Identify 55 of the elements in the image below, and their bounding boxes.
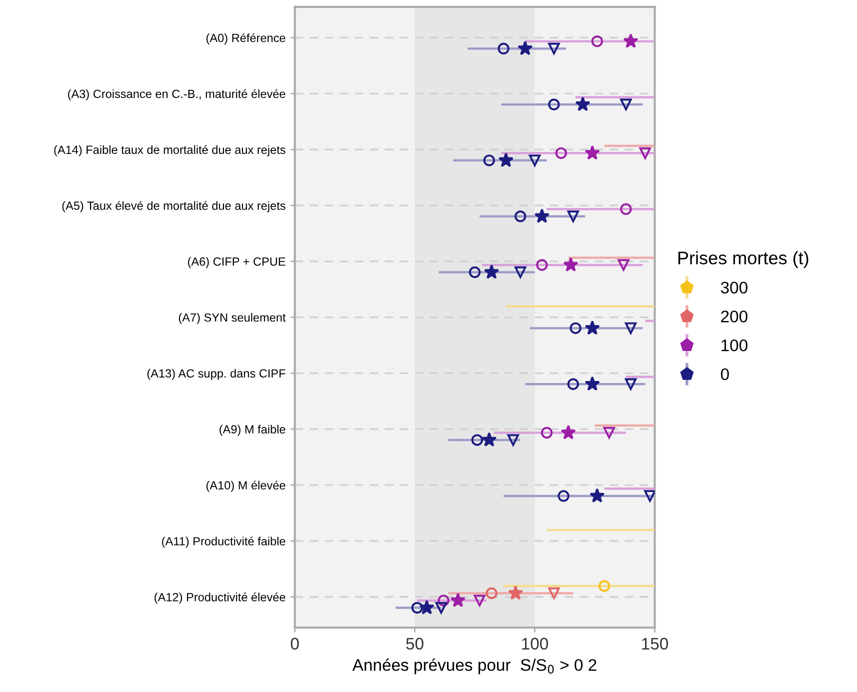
point — [590, 488, 605, 503]
y-tick-label: (A13) AC supp. dans CIPF — [147, 368, 286, 380]
point — [548, 42, 560, 54]
point — [644, 490, 655, 502]
point — [567, 378, 579, 390]
y-tick-label: (A10) M élevée — [206, 480, 286, 492]
point — [468, 266, 481, 278]
y-tick-label: (A0) Référence — [206, 33, 286, 44]
y-tick-label: (A5) Taux élevé de mortalité due aux rejets — [62, 201, 286, 212]
bar — [568, 256, 655, 259]
y-tick-label: (A9) M faible — [220, 424, 286, 436]
point — [534, 208, 550, 223]
legend-label: 100 — [722, 339, 748, 352]
x-tick-label: 150 — [642, 638, 668, 650]
x-axis-title: Années prévues pour S/S$_{0}$ > 0 2 — [352, 658, 596, 674]
legend-title: Prises mortes (t) — [678, 251, 808, 268]
bar — [626, 376, 655, 378]
point — [411, 602, 424, 614]
point — [435, 602, 448, 614]
legend-label: 0 — [720, 368, 729, 380]
point — [567, 210, 579, 222]
point — [558, 490, 570, 502]
point — [471, 434, 484, 446]
point — [484, 264, 500, 279]
point — [624, 378, 637, 390]
point — [514, 210, 526, 222]
point — [483, 154, 496, 166]
point — [507, 434, 520, 446]
y-tick-label: (A6) CIFP + CPUE — [188, 257, 286, 268]
legend-label: 300 — [720, 282, 748, 294]
point — [528, 154, 541, 166]
bar — [576, 96, 655, 98]
point — [419, 600, 434, 614]
point — [548, 98, 560, 110]
x-tick-label: 0 — [290, 638, 299, 650]
point — [575, 96, 590, 112]
y-tick-label: (A12) Productivité élevée — [154, 592, 286, 604]
y-tick-label: (A14) Faible taux de mortalité due aux rejets — [54, 145, 286, 156]
point — [498, 42, 510, 54]
y-tick-label: (A7) SYN seulement — [178, 313, 286, 324]
point — [498, 152, 514, 168]
point — [482, 432, 497, 447]
point — [584, 320, 600, 335]
x-tick-label: 50 — [406, 638, 424, 650]
point — [514, 266, 526, 278]
point — [570, 322, 582, 334]
x-tick-label: 100 — [522, 638, 548, 650]
point — [518, 40, 533, 56]
point — [584, 376, 600, 391]
y-tick-label: (A3) Croissance en C.-B., maturité élevée — [68, 89, 286, 100]
legend-label: 200 — [721, 310, 748, 322]
bar — [604, 488, 655, 490]
point — [620, 98, 632, 110]
y-tick-label: (A11) Productivité faible — [162, 536, 286, 548]
point — [624, 322, 637, 334]
